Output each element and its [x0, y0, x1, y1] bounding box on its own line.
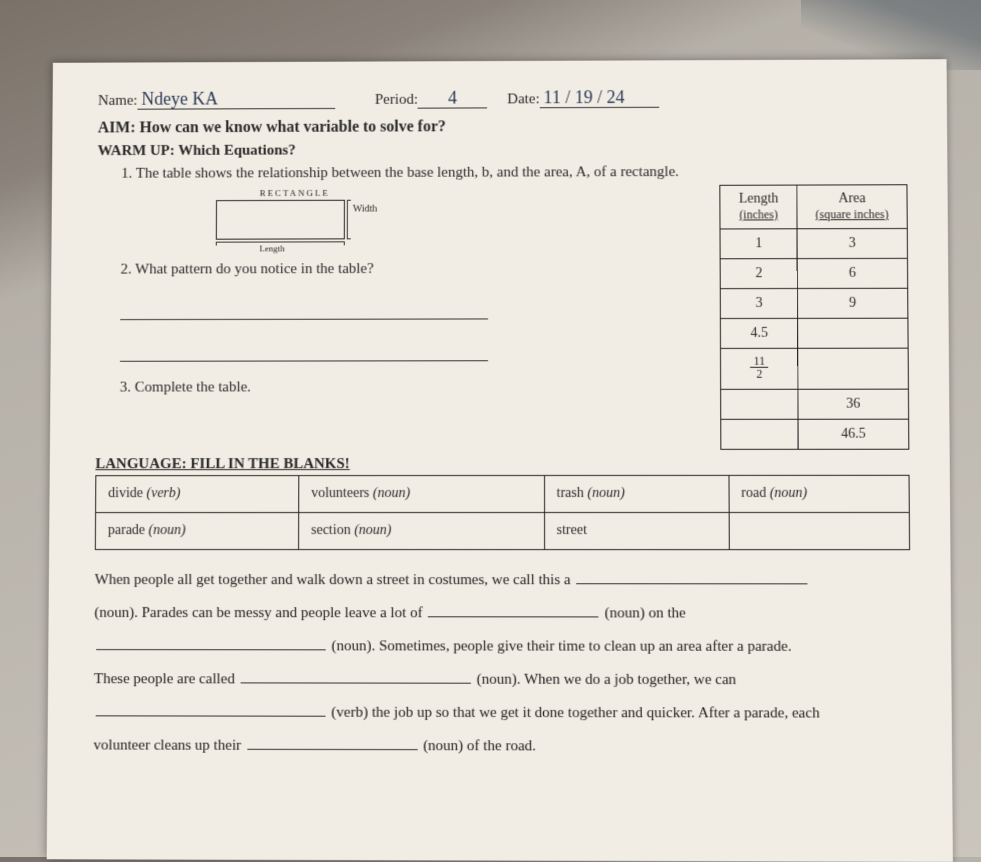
col-area-sub: (square inches): [815, 207, 888, 222]
worksheet-page: Name: Ndeye KA Period: 4 Date: 11 / 19 /…: [47, 59, 953, 862]
answer-line-2[interactable]: [120, 337, 488, 361]
header-row: Name: Ndeye KA Period: 4 Date: 11 / 19 /…: [98, 87, 907, 110]
cell-area: 46.5: [798, 419, 909, 449]
vocab-cell: road (noun): [729, 475, 910, 512]
name-field[interactable]: Ndeye KA: [137, 89, 335, 109]
fill-text-6a: volunteer cleans up their: [93, 737, 241, 753]
warmup-heading: WARM UP: Which Equations?: [98, 141, 908, 160]
col-length-sub: (inches): [739, 207, 779, 222]
vocab-cell: volunteers (noun): [299, 475, 544, 512]
vocab-cell: parade (noun): [95, 513, 298, 550]
data-table-wrap: Length (inches) Area (square inches) 13 …: [720, 184, 910, 450]
fill-blank[interactable]: [96, 702, 326, 716]
table-row: 13: [720, 228, 907, 258]
fill-text-6b: (noun) of the road.: [423, 738, 536, 754]
rectangle-title: RECTANGLE: [260, 187, 710, 198]
name-label: Name:: [98, 93, 138, 110]
length-area-table: Length (inches) Area (square inches) 13 …: [720, 184, 910, 450]
cell-area: 36: [798, 389, 909, 419]
period-field[interactable]: 4: [418, 89, 488, 109]
vocab-row: parade (noun) section (noun) street: [95, 512, 909, 549]
cell-length: 4.5: [721, 318, 798, 348]
vocab-cell: divide (verb): [96, 476, 299, 513]
rectangle-box: [216, 200, 345, 240]
vocab-row: divide (verb) volunteers (noun) trash (n…: [96, 475, 910, 512]
aim-heading: AIM: How can we know what variable to so…: [98, 117, 907, 138]
question-3: 3. Complete the table.: [120, 379, 711, 397]
cell-length[interactable]: [721, 419, 798, 449]
answer-line-1[interactable]: [120, 296, 488, 321]
table-row: 26: [720, 258, 907, 288]
fill-text-4a: These people are called: [94, 671, 235, 687]
fill-blank[interactable]: [576, 570, 807, 584]
fill-blank[interactable]: [241, 669, 471, 683]
cell-area: 6: [797, 258, 907, 288]
vocab-table: divide (verb) volunteers (noun) trash (n…: [95, 475, 910, 550]
width-bracket: [347, 200, 351, 240]
cell-length: 1: [720, 229, 797, 259]
cell-area[interactable]: [798, 348, 909, 389]
table-row: 11 2: [721, 348, 909, 389]
fill-text-1: When people all get together and walk do…: [95, 572, 571, 588]
fill-text-5: (verb) the job up so that we get it done…: [331, 705, 819, 722]
fill-in-paragraph: When people all get together and walk do…: [93, 564, 911, 764]
col-length-header: Length (inches): [720, 185, 797, 229]
fill-blank[interactable]: [247, 736, 417, 750]
cell-area[interactable]: [798, 318, 909, 348]
question-2: 2. What pattern do you notice in the tab…: [121, 260, 711, 278]
cell-length-frac: 11 2: [721, 348, 798, 389]
question-1: 1. The table shows the relationship betw…: [121, 163, 907, 182]
language-heading-text: LANGUAGE: FILL IN THE BLANKS!: [95, 456, 349, 472]
table-row: 36: [721, 389, 909, 419]
rectangle-figure: RECTANGLE Width Length: [216, 187, 710, 244]
cell-area: 3: [797, 228, 907, 258]
vocab-cell: [729, 512, 910, 549]
cell-length: 3: [721, 288, 798, 318]
fraction: 11 2: [750, 355, 768, 380]
fill-text-4b: (noun). When we do a job together, we ca…: [477, 672, 737, 688]
fill-text-2a: (noun). Parades can be messy and people …: [94, 605, 422, 621]
cell-length[interactable]: [721, 389, 798, 419]
fill-blank[interactable]: [428, 603, 598, 617]
table-row: 39: [721, 288, 908, 318]
width-label: Width: [353, 204, 377, 215]
length-label: Length: [259, 243, 284, 253]
language-heading: LANGUAGE: FILL IN THE BLANKS!: [95, 456, 909, 473]
col-area-header: Area (square inches): [797, 185, 907, 229]
date-label: Date:: [507, 91, 539, 108]
fill-text-2b: (noun) on the: [604, 605, 685, 621]
fill-text-3: (noun). Sometimes, people give their tim…: [331, 638, 791, 655]
vocab-cell: section (noun): [299, 513, 545, 550]
fraction-denominator: 2: [751, 368, 769, 380]
fill-blank[interactable]: [96, 636, 326, 650]
cell-length: 2: [720, 259, 797, 289]
col-length-title: Length: [739, 192, 779, 208]
date-field[interactable]: 11 / 19 / 24: [540, 88, 659, 108]
period-label: Period:: [375, 92, 418, 109]
vocab-cell: street: [544, 512, 729, 549]
vocab-cell: trash (noun): [544, 475, 729, 512]
table-row: 4.5: [721, 318, 908, 348]
cell-area: 9: [797, 288, 908, 318]
question-1-text: 1. The table shows the relationship betw…: [121, 164, 679, 182]
col-area-title: Area: [815, 191, 888, 207]
table-row: 46.5: [721, 419, 909, 449]
